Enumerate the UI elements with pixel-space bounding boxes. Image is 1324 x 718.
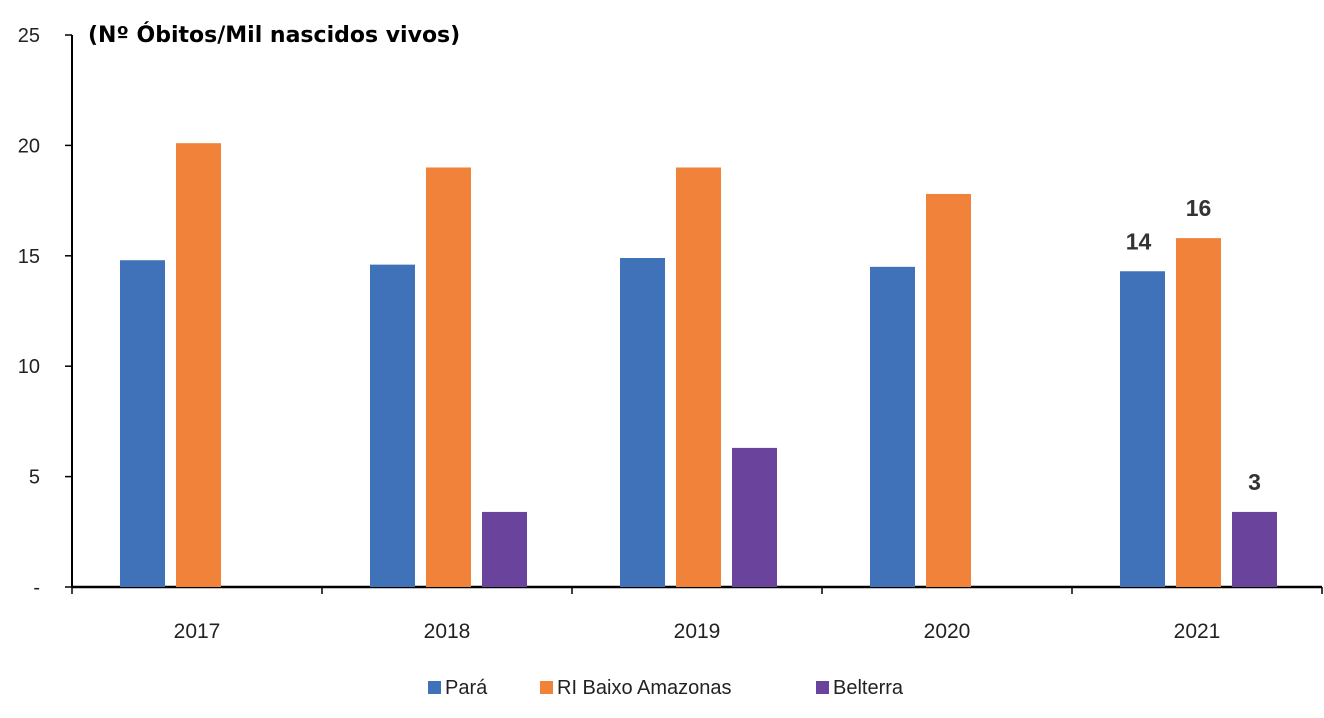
y-tick-label: 25 — [18, 25, 40, 47]
legend-swatch — [540, 681, 553, 694]
bar-belterra — [482, 511, 527, 587]
bar-par- — [870, 266, 915, 587]
legend-label: RI Baixo Amazonas — [557, 677, 732, 699]
bar-belterra — [732, 447, 777, 587]
bar-par- — [120, 260, 165, 587]
x-tick-label: 2019 — [674, 620, 721, 643]
y-tick-label: 5 — [29, 467, 40, 489]
x-tick-label: 2017 — [174, 620, 221, 643]
legend-label: Pará — [445, 677, 488, 699]
y-tick-label: 10 — [18, 356, 40, 378]
data-label: 3 — [1248, 469, 1261, 495]
y-tick-label: - — [33, 577, 40, 599]
data-label: 16 — [1186, 195, 1212, 221]
bar-ri-baixo-amazonas — [676, 167, 721, 588]
bar-belterra — [1232, 511, 1277, 587]
chart-title: (Nº Óbitos/Mil nascidos vivos) — [88, 22, 460, 48]
bar-par- — [620, 258, 665, 587]
y-tick-label: 20 — [18, 135, 40, 157]
y-tick-label: 15 — [18, 246, 40, 268]
x-tick-label: 2020 — [924, 620, 971, 643]
bar-par- — [1120, 271, 1165, 587]
data-label: 14 — [1126, 228, 1152, 254]
bar-ri-baixo-amazonas — [176, 143, 221, 587]
legend-swatch — [428, 681, 441, 694]
bar-ri-baixo-amazonas — [1176, 238, 1221, 588]
legend-label: Belterra — [833, 677, 904, 699]
bar-ri-baixo-amazonas — [426, 167, 471, 588]
x-tick-label: 2021 — [1174, 620, 1221, 643]
bar-par- — [370, 264, 415, 587]
legend-swatch — [816, 681, 829, 694]
bar-ri-baixo-amazonas — [926, 193, 971, 587]
x-tick-label: 2018 — [424, 620, 471, 643]
